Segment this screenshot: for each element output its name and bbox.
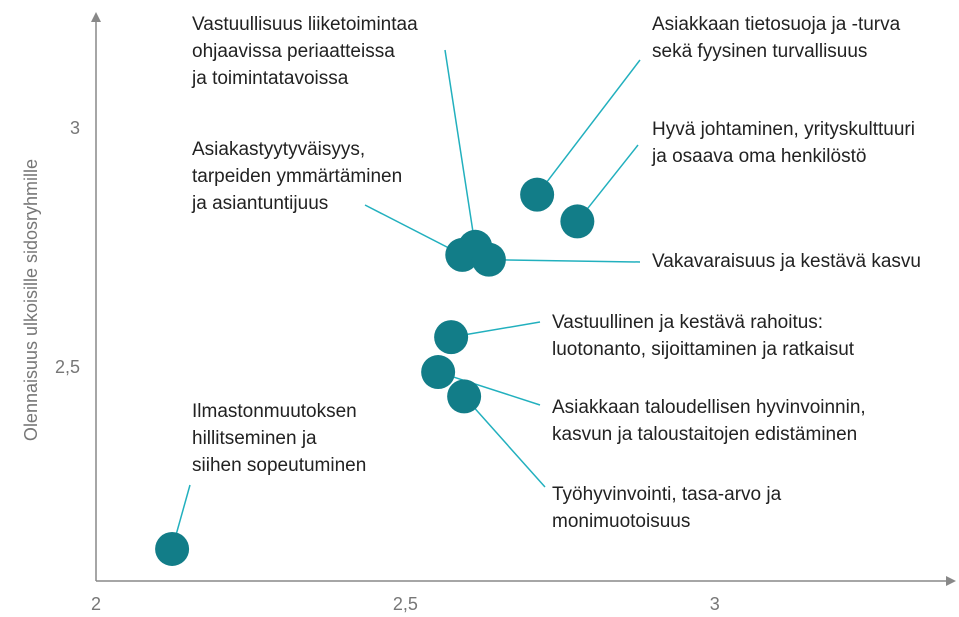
point-label: Vastuullinen ja kestävä rahoitus:: [552, 312, 823, 333]
point-label: kasvun ja taloustaitojen edistäminen: [552, 424, 857, 445]
leader-line: [536, 59, 641, 196]
point-label: ohjaavissa periaatteissa: [192, 41, 395, 62]
y-tick-label: 2,5: [55, 357, 80, 377]
point: [155, 531, 190, 566]
point-label: Asiakastyytyväisyys,: [192, 139, 365, 160]
point-label: Vastuullisuus liiketoimintaa: [192, 14, 418, 35]
point: [560, 204, 595, 239]
x-tick-label: 3: [710, 594, 720, 614]
point-label: Asiakkaan tietosuoja ja -turva: [652, 14, 901, 35]
point-label: sekä fyysinen turvallisuus: [652, 41, 867, 62]
x-tick-label: 2,5: [393, 594, 418, 614]
x-axis-arrow: [946, 576, 956, 586]
point-label: tarpeiden ymmärtäminen: [192, 166, 402, 187]
point-label: Vakavaraisuus ja kestävä kasvu: [652, 251, 921, 272]
leader-line: [463, 395, 546, 488]
y-tick-label: 3: [70, 118, 80, 138]
point-label: siihen sopeutuminen: [192, 455, 366, 476]
leader-line: [444, 49, 477, 247]
point-label: ja toimintatavoissa: [191, 68, 349, 89]
x-tick-label: 2: [91, 594, 101, 614]
point-label: Ilmastonmuutoksen: [192, 401, 357, 422]
point-label: hillitseminen ja: [192, 428, 317, 449]
leader-line: [364, 204, 463, 256]
point: [471, 242, 506, 277]
point: [421, 355, 456, 390]
leader-line: [437, 371, 541, 406]
point: [445, 237, 480, 272]
leader-line: [488, 258, 641, 263]
point-label: Asiakkaan taloudellisen hyvinvoinnin,: [552, 397, 866, 418]
y-axis-arrow: [91, 12, 101, 22]
point-label: ja asiantuntijuus: [191, 193, 328, 214]
point-label: luotonanto, sijoittaminen ja ratkaisut: [552, 339, 855, 360]
point: [520, 177, 555, 212]
y-axis-title: Olennaisuus ulkoisille sidosryhmille: [21, 159, 41, 441]
point-label: Hyvä johtaminen, yrityskulttuuri: [652, 119, 915, 140]
point-label: Työhyvinvointi, tasa-arvo ja: [552, 484, 782, 505]
point: [447, 379, 482, 414]
point: [434, 320, 469, 355]
point-label: monimuotoisuus: [552, 511, 690, 532]
point-label: ja osaava oma henkilöstö: [651, 146, 866, 167]
